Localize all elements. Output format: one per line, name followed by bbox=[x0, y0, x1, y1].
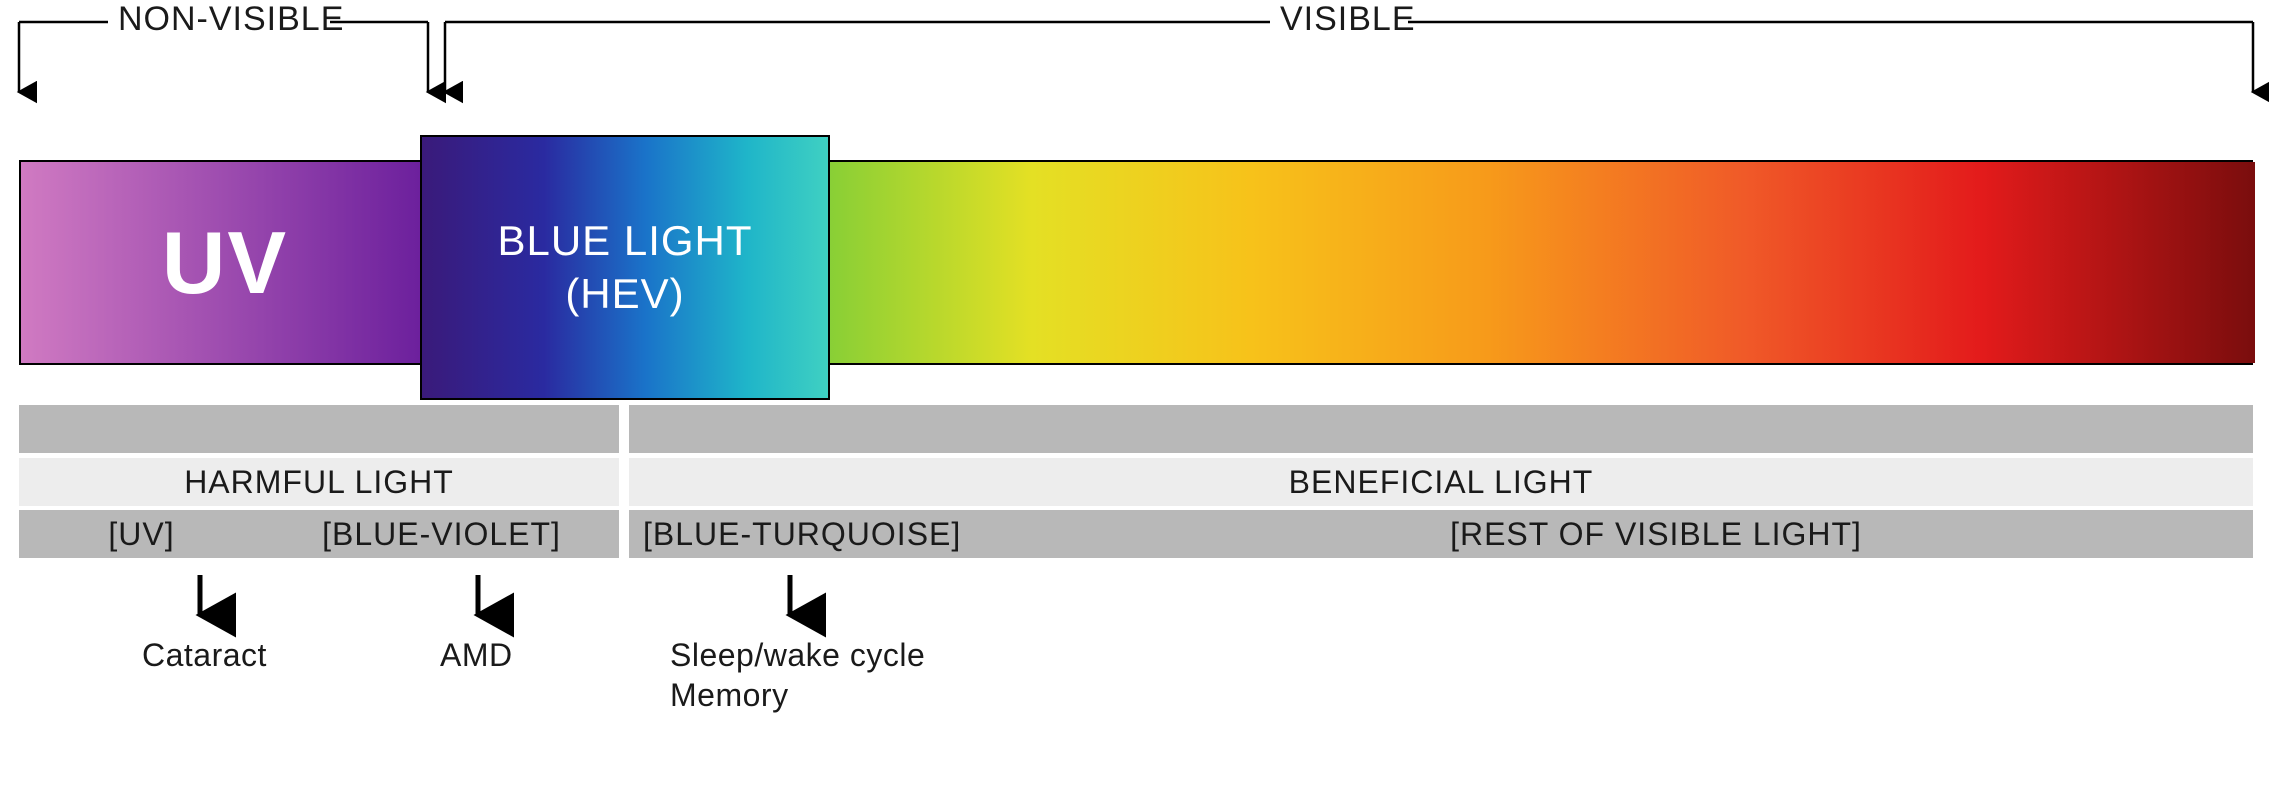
uv-region: UV bbox=[21, 162, 429, 363]
harmful-light-label: HARMFUL LIGHT bbox=[19, 458, 619, 506]
band1-left bbox=[19, 405, 619, 453]
spectrum-strip: UV bbox=[19, 160, 2253, 365]
seg-blue-turquoise: [BLUE-TURQUOISE] bbox=[629, 510, 1059, 558]
band-divider bbox=[619, 510, 629, 558]
band-row-3: [UV] [BLUE-VIOLET] [BLUE-TURQUOISE] [RES… bbox=[19, 510, 2253, 558]
band-row-1 bbox=[19, 405, 2253, 453]
hev-blue-light-box: BLUE LIGHT (HEV) bbox=[420, 135, 830, 400]
band1-right bbox=[629, 405, 2253, 453]
nonvisible-label: NON-VISIBLE bbox=[118, 0, 344, 39]
effect-amd: AMD bbox=[440, 635, 513, 675]
hev-title-line1: BLUE LIGHT bbox=[497, 217, 752, 264]
effect-cataract: Cataract bbox=[142, 635, 267, 675]
band-divider bbox=[619, 458, 629, 506]
band-row-2: HARMFUL LIGHT BENEFICIAL LIGHT bbox=[19, 458, 2253, 506]
beneficial-light-label: BENEFICIAL LIGHT bbox=[629, 458, 2253, 506]
hev-title-line2: (HEV) bbox=[565, 270, 684, 317]
uv-label: UV bbox=[162, 212, 288, 314]
seg-rest-visible: [REST OF VISIBLE LIGHT] bbox=[1059, 510, 2253, 558]
visible-label: VISIBLE bbox=[1280, 0, 1416, 39]
seg-blue-violet: [BLUE-VIOLET] bbox=[264, 510, 619, 558]
band-divider bbox=[619, 405, 629, 453]
light-spectrum-diagram: NON-VISIBLE VISIBLE UV bbox=[0, 0, 2269, 812]
effect-sleep-memory: Sleep/wake cycle Memory bbox=[670, 635, 925, 715]
seg-uv: [UV] bbox=[19, 510, 264, 558]
